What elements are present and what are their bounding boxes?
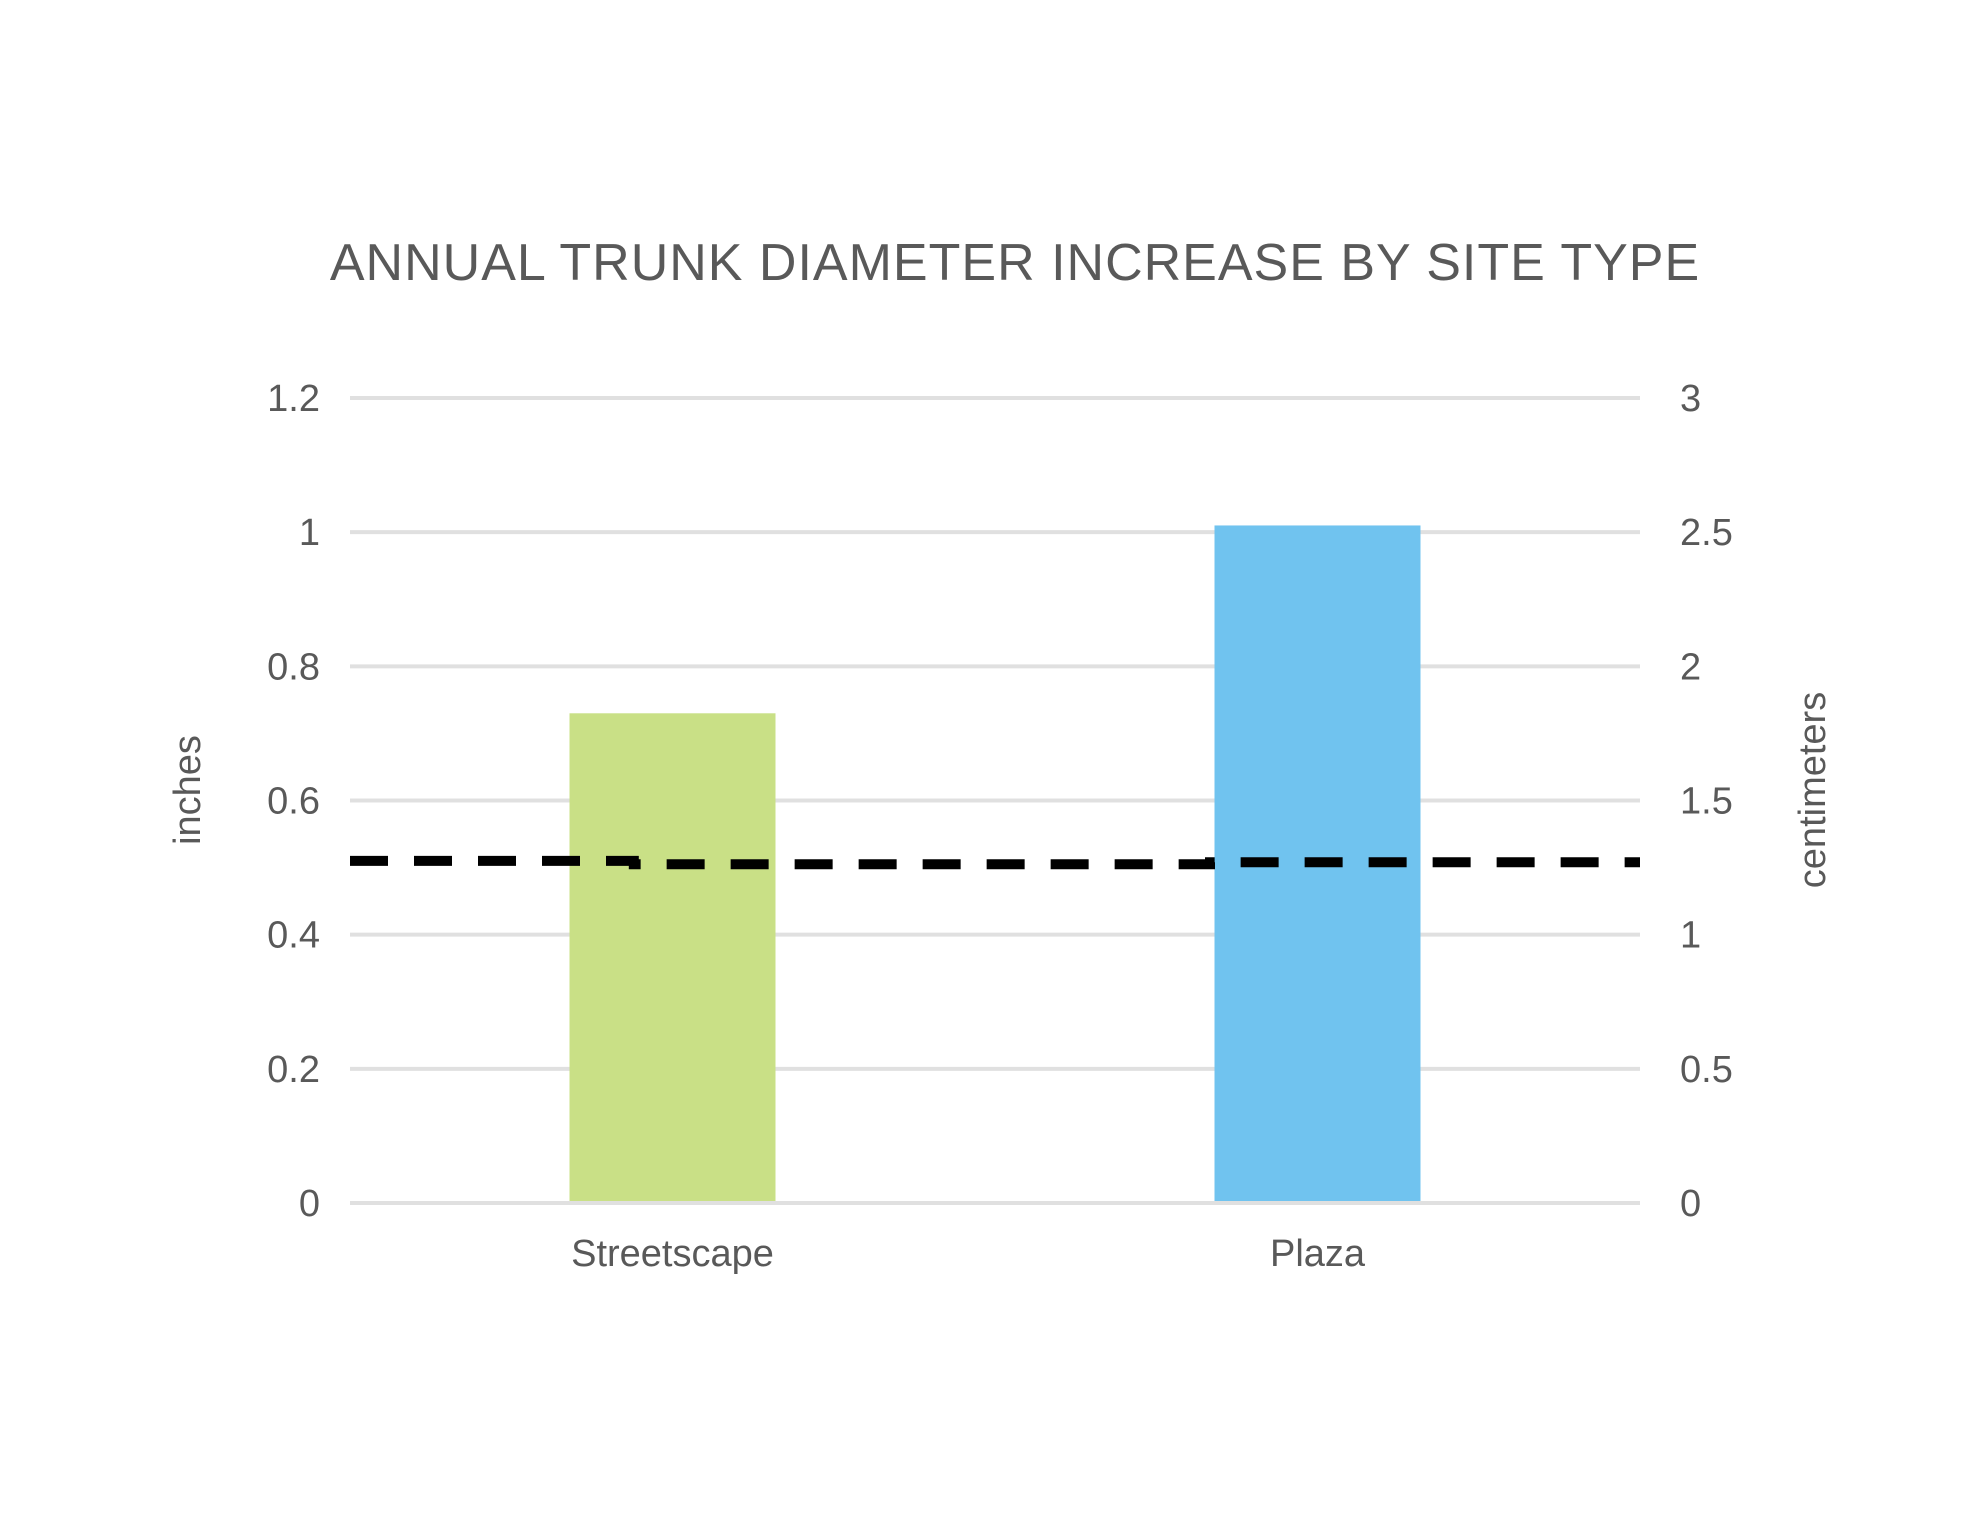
y2-axis-ticks: 0 0.5 1 1.5 2 2.5 3 (1680, 378, 1733, 1225)
category-label-plaza: Plaza (1270, 1233, 1366, 1275)
category-labels: Streetscape Plaza (571, 1233, 1366, 1275)
y-tick-label-4: 0.8 (267, 646, 320, 688)
y-axis-ticks: 0 0.2 0.4 0.6 0.8 1 1.2 (267, 378, 320, 1225)
y-tick-label-5: 1 (299, 512, 320, 554)
y2-tick-label-0: 0 (1680, 1183, 1701, 1225)
y-tick-label-1: 0.2 (267, 1049, 320, 1091)
chart-title: ANNUAL TRUNK DIAMETER INCREASE BY SITE T… (330, 234, 1700, 292)
reference-line-group (350, 855, 1640, 870)
y2-tick-label-4: 2 (1680, 646, 1701, 688)
y-axis-title: inches (167, 735, 209, 845)
y2-tick-label-1: 0.5 (1680, 1049, 1733, 1091)
y-tick-label-2: 0.4 (267, 915, 320, 957)
category-label-streetscape: Streetscape (571, 1233, 774, 1275)
y-tick-label-3: 0.6 (267, 781, 320, 823)
y-tick-label-6: 1.2 (267, 378, 320, 420)
y2-tick-label-6: 3 (1680, 378, 1701, 420)
y2-axis-title: centimeters (1792, 692, 1834, 888)
y2-tick-label-3: 1.5 (1680, 781, 1733, 823)
y2-tick-label-2: 1 (1680, 915, 1701, 957)
bar-streetscape (569, 713, 776, 1201)
y-tick-label-0: 0 (299, 1183, 320, 1225)
gridlines (350, 396, 1640, 1205)
reference-line (350, 855, 1640, 870)
y2-tick-label-5: 2.5 (1680, 512, 1733, 554)
